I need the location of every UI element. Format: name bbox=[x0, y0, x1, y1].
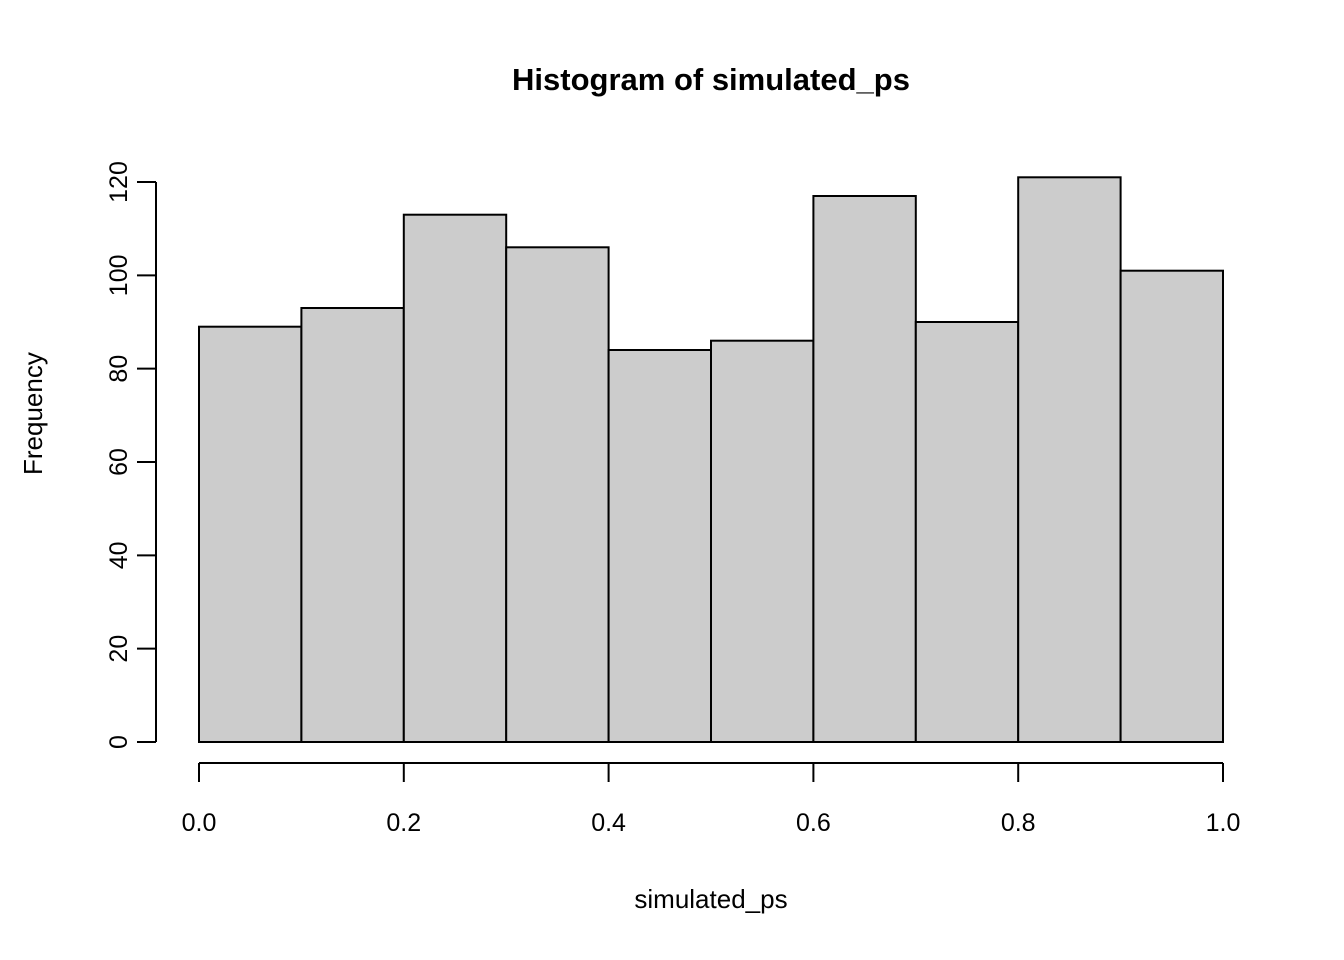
histogram-bar bbox=[1119, 269, 1224, 743]
x-axis-tick-label: 0.2 bbox=[386, 809, 421, 837]
y-axis-tick-label: 60 bbox=[105, 448, 133, 476]
y-axis-tick-label: 100 bbox=[105, 254, 133, 296]
y-axis-tick-label: 40 bbox=[105, 541, 133, 569]
x-axis-tick-label: 0.6 bbox=[796, 809, 831, 837]
y-axis-tick-label: 120 bbox=[105, 161, 133, 203]
histogram-bar bbox=[914, 321, 1020, 743]
y-axis-tick-label: 80 bbox=[105, 355, 133, 383]
histogram-bar bbox=[812, 195, 917, 743]
histogram-bar bbox=[402, 213, 508, 743]
histogram-bar bbox=[710, 339, 815, 743]
y-axis-tick-label: 20 bbox=[105, 635, 133, 663]
histogram-bar bbox=[198, 325, 303, 743]
x-axis-tick-label: 0.4 bbox=[591, 809, 626, 837]
histogram-bar bbox=[607, 349, 712, 743]
x-axis-label: simulated_ps bbox=[634, 884, 788, 914]
chart-title: Histogram of simulated_ps bbox=[512, 62, 910, 97]
x-axis-tick-label: 0.8 bbox=[1001, 809, 1036, 837]
x-axis-tick-label: 1.0 bbox=[1206, 809, 1241, 837]
x-axis-tick-label: 0.0 bbox=[182, 809, 217, 837]
y-axis-tick-label: 0 bbox=[105, 735, 133, 749]
histogram-bar bbox=[505, 246, 610, 744]
histogram-bar bbox=[300, 307, 405, 743]
histogram-bar bbox=[1017, 176, 1122, 744]
